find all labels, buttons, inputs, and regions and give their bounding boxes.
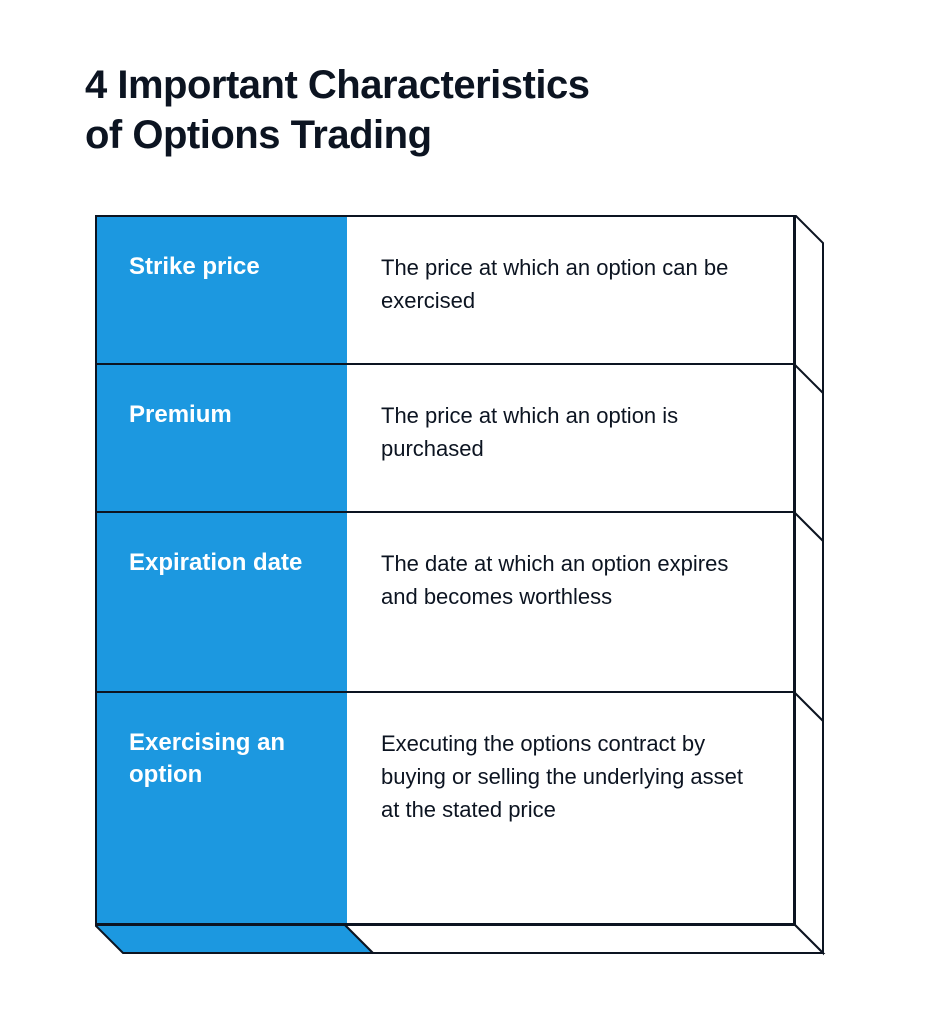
table-row: Exercising an option Executing the option… bbox=[97, 693, 793, 923]
term-cell: Premium bbox=[97, 365, 347, 511]
term-label: Exercising an option bbox=[129, 727, 317, 792]
definition-text: Executing the options contract by buying… bbox=[381, 727, 759, 826]
definition-text: The price at which an option is purchase… bbox=[381, 399, 759, 465]
definition-cell: Executing the options contract by buying… bbox=[347, 693, 793, 923]
table-row: Strike price The price at which an option… bbox=[97, 217, 793, 365]
term-cell: Exercising an option bbox=[97, 693, 347, 923]
definition-cell: The date at which an option expires and … bbox=[347, 513, 793, 691]
table-front-face: Strike price The price at which an option… bbox=[95, 215, 795, 925]
page-title: 4 Important Characteristics of Options T… bbox=[85, 60, 852, 160]
table-row: Premium The price at which an option is p… bbox=[97, 365, 793, 513]
title-line-2: of Options Trading bbox=[85, 113, 432, 157]
term-cell: Strike price bbox=[97, 217, 347, 363]
term-label: Strike price bbox=[129, 251, 260, 283]
infographic-3d-block: Strike price The price at which an option… bbox=[95, 215, 825, 925]
table-row: Expiration date The date at which an opti… bbox=[97, 513, 793, 693]
definition-text: The date at which an option expires and … bbox=[381, 547, 759, 613]
term-label: Expiration date bbox=[129, 547, 302, 579]
term-label: Premium bbox=[129, 399, 232, 431]
definition-text: The price at which an option can be exer… bbox=[381, 251, 759, 317]
term-cell: Expiration date bbox=[97, 513, 347, 691]
definition-cell: The price at which an option can be exer… bbox=[347, 217, 793, 363]
definition-cell: The price at which an option is purchase… bbox=[347, 365, 793, 511]
title-line-1: 4 Important Characteristics bbox=[85, 63, 589, 107]
